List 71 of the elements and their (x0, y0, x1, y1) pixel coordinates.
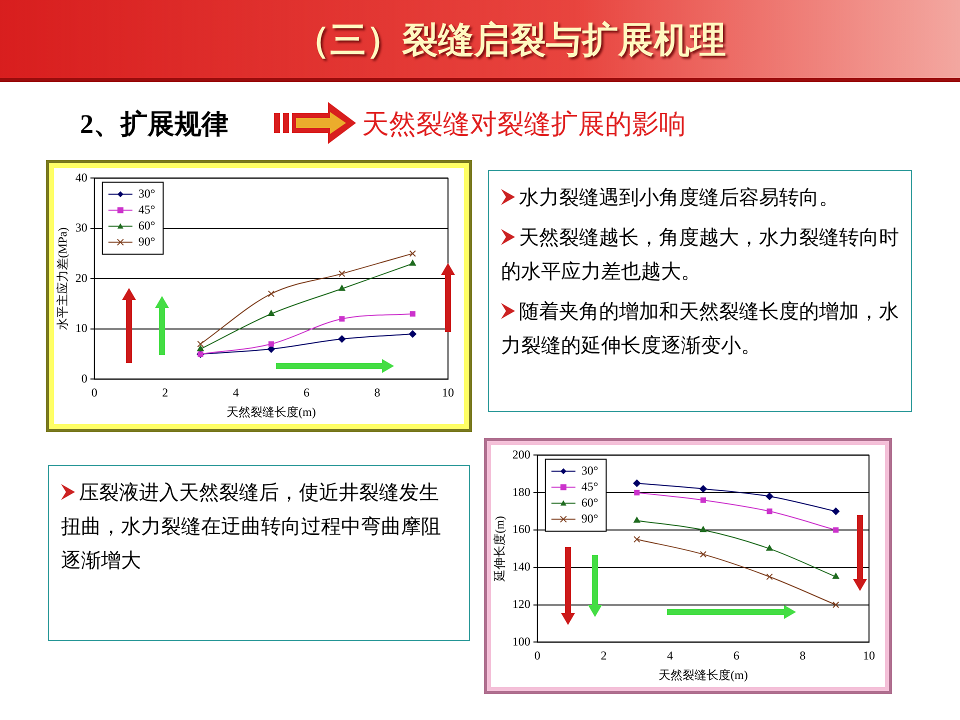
point (268, 290, 275, 298)
y-tick-label: 30 (75, 220, 88, 235)
point (766, 545, 773, 551)
y-tick-label: 10 (75, 321, 88, 336)
text: 2、扩展规律 (80, 108, 228, 141)
text: 随着夹角的增加和天然裂缝长度的增加，水力裂缝的延伸长度逐渐变小。 (501, 301, 899, 357)
point (338, 285, 346, 291)
point (409, 260, 416, 266)
point (633, 480, 641, 487)
x-tick-label: 6 (304, 386, 310, 400)
legend-label: 60° (138, 218, 156, 232)
x-tick-label: 8 (800, 648, 806, 663)
point (766, 573, 773, 580)
point (833, 527, 839, 533)
y-tick-label: 140 (512, 560, 530, 574)
y-tick-label: 200 (512, 447, 530, 462)
x-tick-label: 0 (534, 648, 540, 663)
legend-label: 30° (138, 186, 156, 200)
y-tick-label: 20 (75, 270, 88, 285)
point (700, 526, 706, 532)
x-tick-label: 4 (667, 648, 674, 663)
point (832, 601, 840, 608)
point (634, 516, 640, 523)
point (832, 508, 840, 515)
x-tick-label: 8 (374, 386, 380, 400)
y-tick-label: 40 (75, 170, 88, 184)
point (338, 335, 346, 343)
legend-label: 60° (581, 495, 598, 510)
x-axis-title: 天然裂缝长度(m) (226, 404, 316, 419)
point (339, 316, 345, 322)
point (409, 250, 416, 257)
y-tick-label: 120 (512, 596, 530, 611)
point (268, 341, 274, 347)
point (700, 550, 707, 558)
point (832, 573, 840, 579)
legend-label: 30° (581, 463, 598, 478)
point (197, 340, 204, 348)
point (634, 490, 640, 496)
point (268, 310, 274, 316)
x-tick-label: 10 (442, 386, 454, 400)
x-tick-label: 10 (863, 648, 875, 663)
point (700, 497, 706, 503)
legend-label: 90° (581, 511, 598, 526)
y-tick-label: 160 (512, 522, 530, 536)
point (634, 536, 640, 543)
y-tick-label: 100 (512, 634, 530, 648)
text: （三）裂缝启裂与扩展机理 (293, 18, 727, 62)
x-tick-label: 4 (232, 386, 239, 400)
text: 压裂液进入天然裂缝后，使近井裂缝发生扭曲，水力裂缝在迂曲转向过程中弯曲摩阻逐渐增大 (61, 482, 441, 572)
x-tick-label: 2 (162, 386, 168, 400)
point (410, 311, 416, 317)
x-tick-label: 6 (733, 648, 740, 663)
point (197, 345, 204, 352)
x-tick-label: 2 (600, 648, 607, 663)
point (700, 485, 707, 493)
x-tick-label: 0 (91, 386, 98, 400)
point (338, 270, 346, 278)
text: 天然裂缝越长，角度越大，水力裂缝转向时的水平应力差也越大。 (501, 227, 899, 283)
point (408, 330, 416, 338)
legend-label: 45° (138, 202, 156, 216)
y-tick-label: 0 (81, 371, 88, 386)
point (766, 508, 772, 514)
point (766, 492, 774, 500)
x-axis-title: 天然裂缝长度(m) (658, 668, 748, 682)
legend-label: 90° (138, 234, 156, 248)
text: 天然裂缝对裂缝扩展的影响 (362, 108, 686, 141)
y-axis-title: 水平主应力差(MPa) (55, 227, 70, 330)
y-tick-label: 180 (512, 484, 530, 499)
legend-label: 45° (581, 479, 598, 494)
text: 水力裂缝遇到小角度缝后容易转向。 (519, 187, 839, 209)
y-axis-title: 延伸长度(m) (492, 516, 506, 582)
